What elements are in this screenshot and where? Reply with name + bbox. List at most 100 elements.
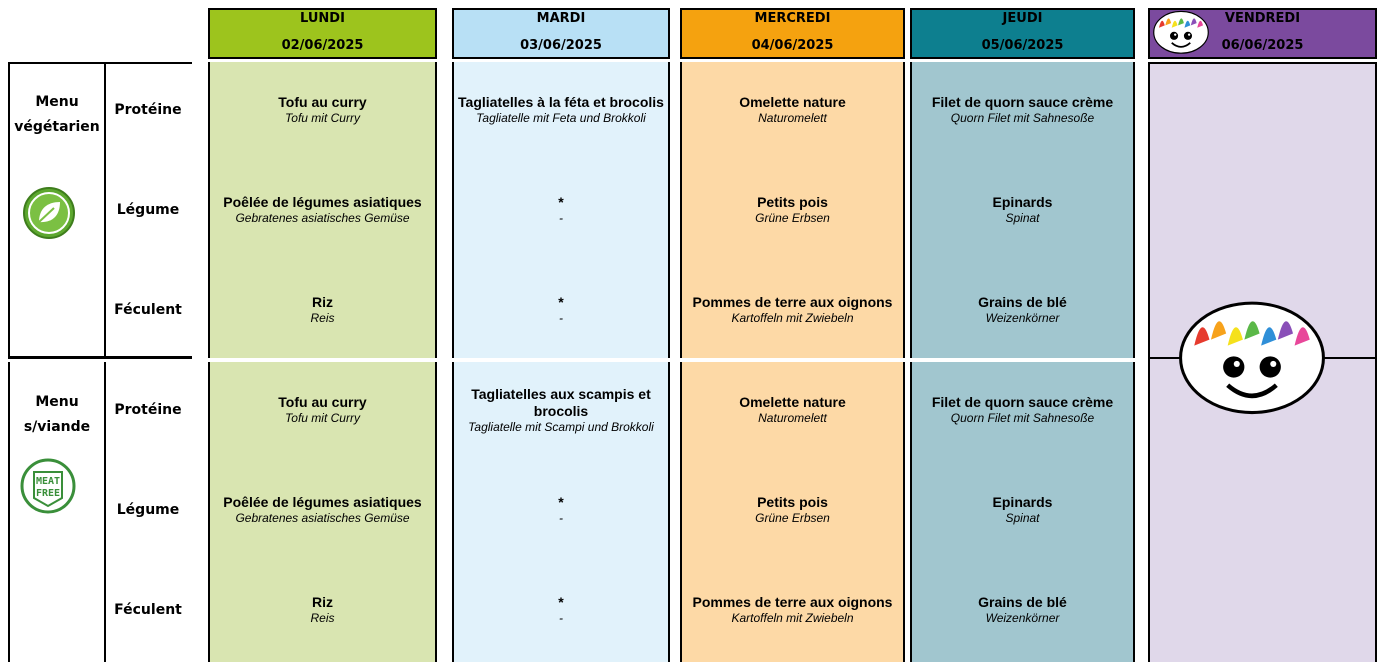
day-body [452, 62, 670, 358]
dish-de: Spinat [1005, 511, 1040, 525]
dish: * - [458, 465, 664, 555]
menu-name-box [8, 362, 106, 662]
dish-fr: Tagliatelles à la féta et brocolis [458, 94, 664, 110]
day-date: 06/06/2025 [1221, 38, 1304, 53]
menu-name: Menu s/viande [23, 394, 91, 435]
day-date: 03/06/2025 [520, 38, 602, 53]
dish: Pommes de terre aux oignons Kartoffeln mi… [686, 565, 899, 655]
dish-fr: Filet de quorn sauce crème [931, 94, 1114, 110]
dish: Petits pois Grüne Erbsen [686, 165, 899, 255]
category: Protéine [114, 401, 182, 418]
dish-fr: Petits pois [757, 194, 828, 210]
dish-fr: Tofu au curry [278, 394, 367, 410]
smiley-logo [1179, 301, 1325, 415]
day-date: 04/06/2025 [751, 38, 834, 53]
dish-fr: Poêlée de légumes asiatiques [223, 194, 422, 210]
dish-de: Tofu mit Curry [285, 111, 360, 125]
day-name: VENDREDI [1224, 11, 1301, 26]
dish: Petits pois Grüne Erbsen [686, 465, 899, 555]
dish-de: - [559, 211, 563, 225]
dish-fr: * [558, 594, 564, 610]
vegetarian-icon [23, 187, 75, 239]
day-body [910, 362, 1135, 662]
day-header [680, 8, 905, 59]
dish-de: Quorn Filet mit Sahnesoße [950, 111, 1095, 125]
dish: Grains de blé Weizenkörner [916, 565, 1129, 655]
dish-de: Grüne Erbsen [755, 511, 830, 525]
dish-de: - [559, 311, 563, 325]
dish-de: Tagliatelle mit Feta und Brokkoli [476, 111, 646, 125]
dish-de: Naturomelett [758, 411, 827, 425]
dish-de: Naturomelett [758, 111, 827, 125]
dish-fr: Tofu au curry [278, 94, 367, 110]
dish-fr: * [558, 294, 564, 310]
dish: Pommes de terre aux oignons Kartoffeln mi… [686, 265, 899, 355]
dish-fr: Epinards [992, 494, 1053, 510]
dish-fr: Riz [312, 594, 333, 610]
dish: Poêlée de légumes asiatiques Gebratenes a… [214, 465, 431, 555]
dish-fr: Omelette nature [739, 394, 846, 410]
dish-fr: Grains de blé [978, 294, 1067, 310]
day-date: 05/06/2025 [981, 38, 1064, 53]
dish-de: Weizenkörner [985, 611, 1060, 625]
day-name: LUNDI [300, 11, 345, 26]
category: Légume [116, 201, 180, 218]
day-body [910, 62, 1135, 358]
dish-fr: Filet de quorn sauce crème [931, 394, 1114, 410]
dish: Omelette nature Naturomelett [686, 365, 899, 455]
svg-text:FREE: FREE [36, 488, 60, 499]
dish-fr: Epinards [992, 194, 1053, 210]
left-divider [8, 357, 192, 359]
category: Féculent [114, 601, 182, 618]
category: Féculent [114, 301, 182, 318]
day-header [452, 8, 670, 59]
dish: Tofu au curry Tofu mit Curry [214, 365, 431, 455]
dish: Poêlée de légumes asiatiques Gebratenes a… [214, 165, 431, 255]
dish-fr: Grains de blé [978, 594, 1067, 610]
day-name: MERCREDI [754, 11, 831, 26]
dish: Riz Reis [214, 265, 431, 355]
svg-text:MEAT: MEAT [36, 476, 60, 487]
dish-de: Spinat [1005, 211, 1040, 225]
dish-de: Quorn Filet mit Sahnesoße [950, 411, 1095, 425]
dish-de: Reis [310, 311, 335, 325]
dish-fr: Pommes de terre aux oignons [692, 594, 893, 610]
category: Protéine [114, 101, 182, 118]
dish-de: Weizenkörner [985, 311, 1060, 325]
day-header [208, 8, 437, 59]
dish: * - [458, 165, 664, 255]
dish-fr: Tagliatelles aux scampis et brocolis [471, 385, 651, 419]
dish-de: Gebratenes asiatisches Gemüse [235, 211, 410, 225]
dish-de: Kartoffeln mit Zwiebeln [731, 611, 854, 625]
day-body [208, 62, 437, 358]
dish-de: Reis [310, 611, 335, 625]
dish-de: Kartoffeln mit Zwiebeln [731, 311, 854, 325]
dish: Epinards Spinat [916, 465, 1129, 555]
dish: Tagliatelles à la féta et brocolis Taglia… [458, 65, 664, 155]
dish-fr: * [558, 194, 564, 210]
day-date: 02/06/2025 [281, 38, 364, 53]
day-body [680, 362, 905, 662]
dish: * - [458, 265, 664, 355]
day-header [910, 8, 1135, 59]
dish-de: Gebratenes asiatisches Gemüse [235, 511, 410, 525]
dish: Tagliatelles aux scampis et brocolis Tagl… [458, 365, 664, 455]
dish-fr: Pommes de terre aux oignons [692, 294, 893, 310]
dish: Filet de quorn sauce crème Quorn Filet mi… [916, 65, 1129, 155]
dish: * - [458, 565, 664, 655]
day-name: JEUDI [1002, 11, 1043, 26]
dish-de: Tofu mit Curry [285, 411, 360, 425]
dish-fr: Petits pois [757, 494, 828, 510]
dish-fr: Poêlée de légumes asiatiques [223, 494, 422, 510]
dish-de: - [559, 611, 563, 625]
dish: Grains de blé Weizenkörner [916, 265, 1129, 355]
meat-free-icon: MEAT FREE [20, 458, 76, 514]
dish-fr: Omelette nature [739, 94, 846, 110]
day-body [208, 362, 437, 662]
menu-name: Menu végétarien [14, 94, 100, 135]
dish-fr: * [558, 494, 564, 510]
dish: Epinards Spinat [916, 165, 1129, 255]
dish-de: - [559, 511, 563, 525]
dish-de: Grüne Erbsen [755, 211, 830, 225]
